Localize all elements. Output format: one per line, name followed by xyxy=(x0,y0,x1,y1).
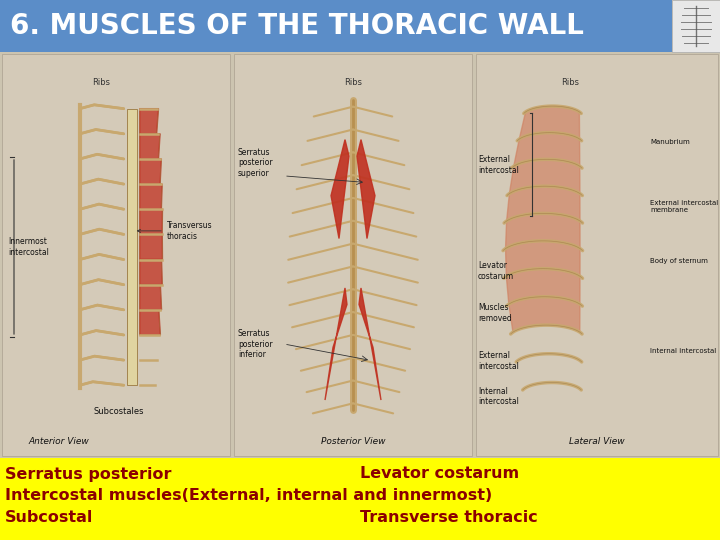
Bar xyxy=(2,54,230,456)
Text: Body of sternum: Body of sternum xyxy=(650,259,708,265)
Text: External
intercostal: External intercostal xyxy=(478,352,519,371)
Text: External
intercostal: External intercostal xyxy=(478,156,519,174)
Polygon shape xyxy=(505,241,580,276)
Polygon shape xyxy=(506,269,580,304)
Text: Serratus
posterior
superior: Serratus posterior superior xyxy=(238,148,273,178)
Text: Muscles
removed: Muscles removed xyxy=(478,303,512,322)
Bar xyxy=(672,0,720,52)
Text: Internal
intercostal: Internal intercostal xyxy=(478,387,519,406)
Polygon shape xyxy=(140,109,158,134)
Text: 6. MUSCLES OF THE THORACIC WALL: 6. MUSCLES OF THE THORACIC WALL xyxy=(10,12,584,40)
Polygon shape xyxy=(509,297,580,332)
Text: Anterior View: Anterior View xyxy=(29,437,89,447)
Text: Serratus posterior: Serratus posterior xyxy=(5,467,171,482)
Polygon shape xyxy=(514,133,580,166)
Polygon shape xyxy=(140,285,161,310)
Polygon shape xyxy=(331,140,349,239)
Text: Posterior View: Posterior View xyxy=(320,437,385,447)
Polygon shape xyxy=(519,106,580,139)
Polygon shape xyxy=(140,234,163,260)
Text: External intercostal
membrane: External intercostal membrane xyxy=(650,200,719,213)
Text: Manubrium: Manubrium xyxy=(650,139,690,145)
Text: Internal intercostal: Internal intercostal xyxy=(650,348,716,354)
Text: Ribs: Ribs xyxy=(92,78,110,86)
Text: Transverse thoracic: Transverse thoracic xyxy=(360,510,538,525)
Bar xyxy=(0,52,720,458)
Text: Serratus
posterior
inferior: Serratus posterior inferior xyxy=(238,329,273,359)
Polygon shape xyxy=(357,140,375,239)
Polygon shape xyxy=(140,209,163,234)
Polygon shape xyxy=(359,288,381,400)
Polygon shape xyxy=(325,288,347,400)
Bar xyxy=(0,458,720,540)
Text: Levator
costarum: Levator costarum xyxy=(478,261,514,281)
Text: Subcostales: Subcostales xyxy=(94,407,144,416)
Bar xyxy=(476,54,718,456)
Text: Innermost
intercostal: Innermost intercostal xyxy=(8,237,49,256)
Polygon shape xyxy=(140,159,161,184)
Bar xyxy=(127,109,137,385)
Text: Ribs: Ribs xyxy=(561,78,579,86)
Text: Intercostal muscles(External, internal and innermost): Intercostal muscles(External, internal a… xyxy=(5,489,492,503)
Polygon shape xyxy=(140,134,160,159)
Polygon shape xyxy=(505,213,580,248)
Text: Lateral View: Lateral View xyxy=(570,437,625,447)
Text: Levator costarum: Levator costarum xyxy=(360,467,519,482)
Polygon shape xyxy=(510,159,580,193)
Text: Transversus
thoracis: Transversus thoracis xyxy=(138,221,212,241)
Text: Ribs: Ribs xyxy=(344,78,362,86)
Bar xyxy=(0,0,672,52)
Polygon shape xyxy=(507,186,580,221)
Polygon shape xyxy=(140,260,162,285)
Bar xyxy=(234,54,472,456)
Polygon shape xyxy=(140,184,162,209)
Polygon shape xyxy=(140,310,161,335)
Text: Subcostal: Subcostal xyxy=(5,510,94,525)
